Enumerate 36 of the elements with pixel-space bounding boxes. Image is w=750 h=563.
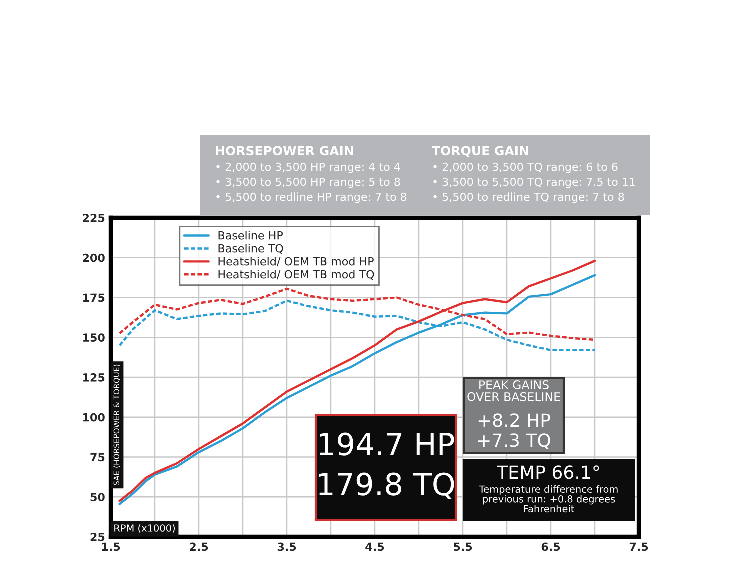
y-tick-label: 175 xyxy=(84,294,105,302)
x-tick-label: 6.5 xyxy=(542,542,560,552)
y-tick-label: 50 xyxy=(90,493,105,502)
y-tick-label: 125 xyxy=(84,373,105,382)
legend-label: Baseline TQ xyxy=(218,244,284,254)
text: • 2,000 to 3,500 HP range: 4 to 4 xyxy=(216,162,400,174)
text: • 5,500 to redline TQ range: 7 to 8 xyxy=(434,192,624,204)
y-tick-label: 225 xyxy=(83,214,105,222)
annotation: TEMP 66.1° xyxy=(497,466,600,480)
y-tick-label: 150 xyxy=(84,334,105,342)
x-tick-label: 3.5 xyxy=(278,542,296,552)
text: TORQUE GAIN xyxy=(432,146,528,158)
text: • 3,500 to 5,500 HP range: 5 to 8 xyxy=(216,178,400,188)
annotation: +8.2 HP xyxy=(478,414,550,428)
legend-label: Heatshield/ OEM TB mod TQ xyxy=(218,270,374,280)
annotation: Temperature difference from previous run: +0.8 degrees Fahrenheit xyxy=(479,486,618,513)
text: • 2,000 to 3,500 TQ range: 6 to 6 xyxy=(434,162,618,174)
text: • 3,500 to 5,500 TQ range: 7.5 to 11 xyxy=(434,178,636,188)
text: • 5,500 to redline HP range: 7 to 8 xyxy=(216,192,407,204)
legend-label: Heatshield/ OEM TB mod HP xyxy=(218,257,374,267)
x-tick-label: 7.5 xyxy=(630,542,648,552)
y-tick-label: 25 xyxy=(90,532,105,542)
x-tick-label: 1.5 xyxy=(102,542,120,552)
x-tick-label: 2.5 xyxy=(190,542,208,552)
x-tick-label: 4.5 xyxy=(366,542,384,552)
y-tick-label: 200 xyxy=(83,254,105,262)
annotation: PEAK GAINS OVER BASELINE xyxy=(468,380,560,402)
x-tick-label: 5.5 xyxy=(454,542,472,552)
legend-label: Baseline HP xyxy=(218,231,284,240)
text: HORSEPOWER GAIN xyxy=(216,146,354,156)
annotation: 194.7 HP xyxy=(320,432,454,456)
y-tick-label: 100 xyxy=(84,413,105,422)
annotation: 179.8 TQ xyxy=(319,472,454,500)
x-axis-title: RPM (x1000) xyxy=(114,524,175,534)
y-tick-label: 75 xyxy=(90,453,105,462)
annotation: +7.3 TQ xyxy=(478,434,550,450)
